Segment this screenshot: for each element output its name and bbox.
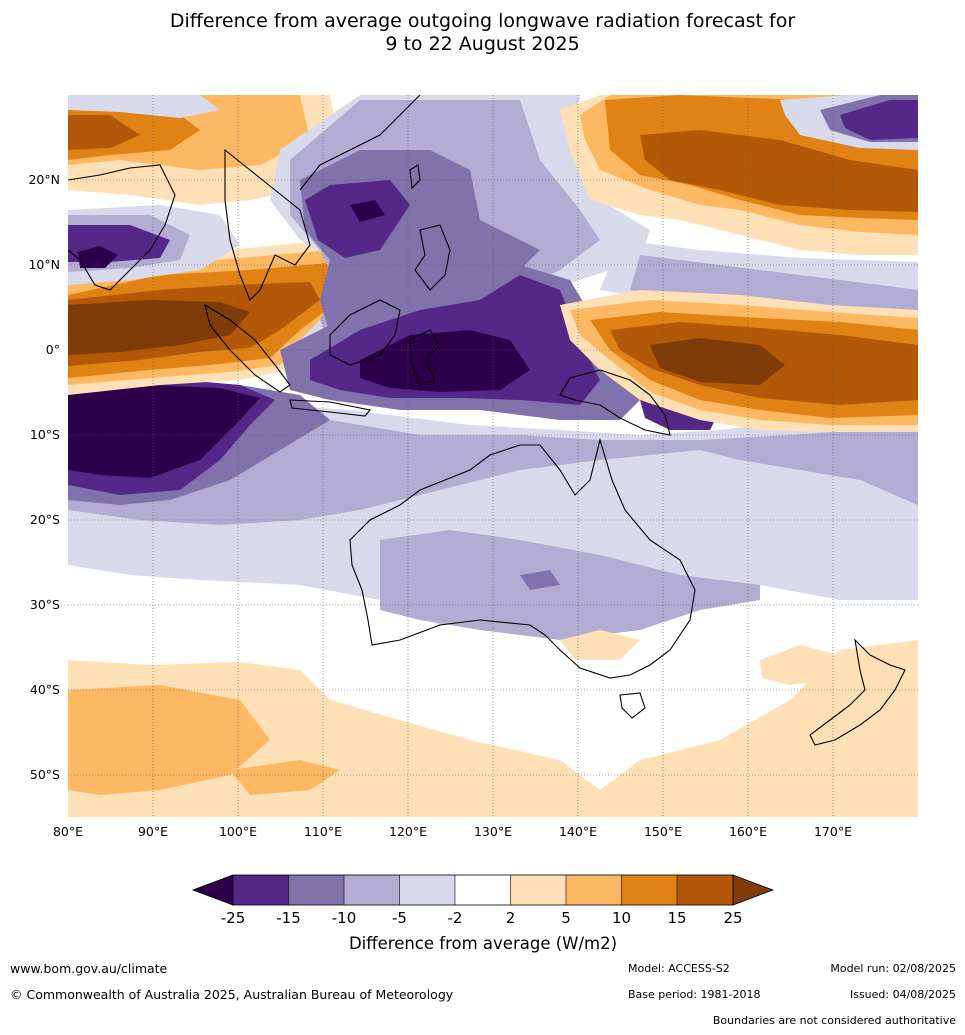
longitude-labels: 80°E 90°E 100°E 110°E 120°E 130°E 140°E … bbox=[53, 824, 852, 839]
lon-label-130e: 130°E bbox=[474, 824, 512, 839]
colorbar-tick-2: -15 bbox=[276, 909, 301, 927]
map-title: Difference from average outgoing longwav… bbox=[0, 10, 965, 56]
indian-ocean-positive-core bbox=[68, 300, 250, 355]
lon-label-110e: 110°E bbox=[304, 824, 342, 839]
coastlines bbox=[68, 95, 906, 746]
colorbar-swatch-9 bbox=[677, 875, 733, 905]
colorbar-tick-4: -5 bbox=[392, 909, 407, 927]
title-line-1: Difference from average outgoing longwav… bbox=[169, 10, 796, 32]
new-guinea-coastline bbox=[559, 369, 671, 436]
colorbar-tick-7: 5 bbox=[561, 909, 571, 927]
lat-label-10n: 10°N bbox=[28, 257, 60, 272]
lat-label-30s: 30°S bbox=[30, 597, 60, 612]
colorbar-swatch-6 bbox=[510, 875, 566, 905]
lat-label-50s: 50°S bbox=[30, 767, 60, 782]
colorbar-swatch-2 bbox=[288, 875, 344, 905]
colorbar-tick-10: 25 bbox=[723, 909, 742, 927]
sumatra-coastline bbox=[204, 303, 291, 393]
lon-label-160e: 160°E bbox=[729, 824, 767, 839]
colorbar-swatch-3 bbox=[344, 875, 400, 905]
colorbar-max-extension bbox=[732, 874, 775, 906]
colorbar-tick-1: -25 bbox=[221, 909, 246, 927]
new-zealand-coastline bbox=[809, 638, 906, 746]
taiwan-coastline bbox=[409, 164, 421, 190]
colorbar-tick-9: 15 bbox=[667, 909, 686, 927]
colorbar-swatch-8 bbox=[621, 875, 677, 905]
lon-label-80e: 80°E bbox=[53, 824, 83, 839]
colorbar-tick-8: 10 bbox=[612, 909, 631, 927]
model-name: Model: ACCESS-S2 bbox=[628, 962, 730, 975]
tasmania-coastline bbox=[619, 692, 646, 719]
colorbar-label: Difference from average (W/m2) bbox=[349, 934, 617, 953]
colorbar: -25 -15 -10 -5 -2 2 5 10 15 25 Differenc… bbox=[191, 874, 775, 953]
borneo-coastline bbox=[329, 299, 401, 366]
sulawesi-coastline bbox=[409, 329, 441, 386]
australia-coastline bbox=[349, 437, 696, 679]
title-line-2: 9 to 22 August 2025 bbox=[385, 33, 580, 55]
website-link[interactable]: www.bom.gov.au/climate bbox=[10, 961, 168, 976]
copyright-notice: © Commonwealth of Australia 2025, Austra… bbox=[10, 987, 454, 1002]
colorbar-tick-6: 2 bbox=[506, 909, 516, 927]
graticule bbox=[68, 95, 918, 817]
lon-label-150e: 150°E bbox=[644, 824, 682, 839]
colorbar-swatch-4 bbox=[399, 875, 455, 905]
colorbar-swatch-7 bbox=[566, 875, 622, 905]
lon-label-90e: 90°E bbox=[138, 824, 168, 839]
model-run-date: Model run: 02/08/2025 bbox=[830, 962, 956, 975]
lon-label-170e: 170°E bbox=[814, 824, 852, 839]
colorbar-min-extension bbox=[191, 874, 234, 906]
india-coastline bbox=[68, 164, 176, 291]
indian-ocean-negative-core bbox=[68, 385, 260, 478]
base-period: Base period: 1981-2018 bbox=[628, 988, 761, 1001]
colorbar-swatch-5 bbox=[455, 875, 511, 905]
philippines-coastline bbox=[414, 224, 451, 291]
issued-date: Issued: 04/08/2025 bbox=[849, 988, 956, 1001]
colorbar-tick-3: -10 bbox=[332, 909, 357, 927]
indochina-coastline bbox=[224, 148, 311, 301]
lat-label-10s: 10°S bbox=[30, 427, 60, 442]
lat-label-20s: 20°S bbox=[30, 512, 60, 527]
latitude-labels: 20°N 10°N 0° 10°S 20°S 30°S 40°S 50°S bbox=[28, 172, 60, 782]
lat-label-20n: 20°N bbox=[28, 172, 60, 187]
colorbar-tick-5: -2 bbox=[448, 909, 463, 927]
java-coastline bbox=[289, 399, 372, 417]
lon-label-120e: 120°E bbox=[389, 824, 427, 839]
china-coastline bbox=[299, 95, 421, 191]
boundaries-disclaimer: Boundaries are not considered authoritat… bbox=[712, 1014, 956, 1027]
lon-label-100e: 100°E bbox=[219, 824, 257, 839]
lat-label-40s: 40°S bbox=[30, 682, 60, 697]
lat-label-equator: 0° bbox=[46, 342, 60, 357]
north-pacific-positive-core bbox=[640, 130, 918, 212]
colorbar-swatch-1 bbox=[233, 875, 289, 905]
southern-ocean-light-orange bbox=[68, 685, 270, 795]
maritime-continent-core bbox=[360, 330, 530, 392]
lon-label-140e: 140°E bbox=[559, 824, 597, 839]
